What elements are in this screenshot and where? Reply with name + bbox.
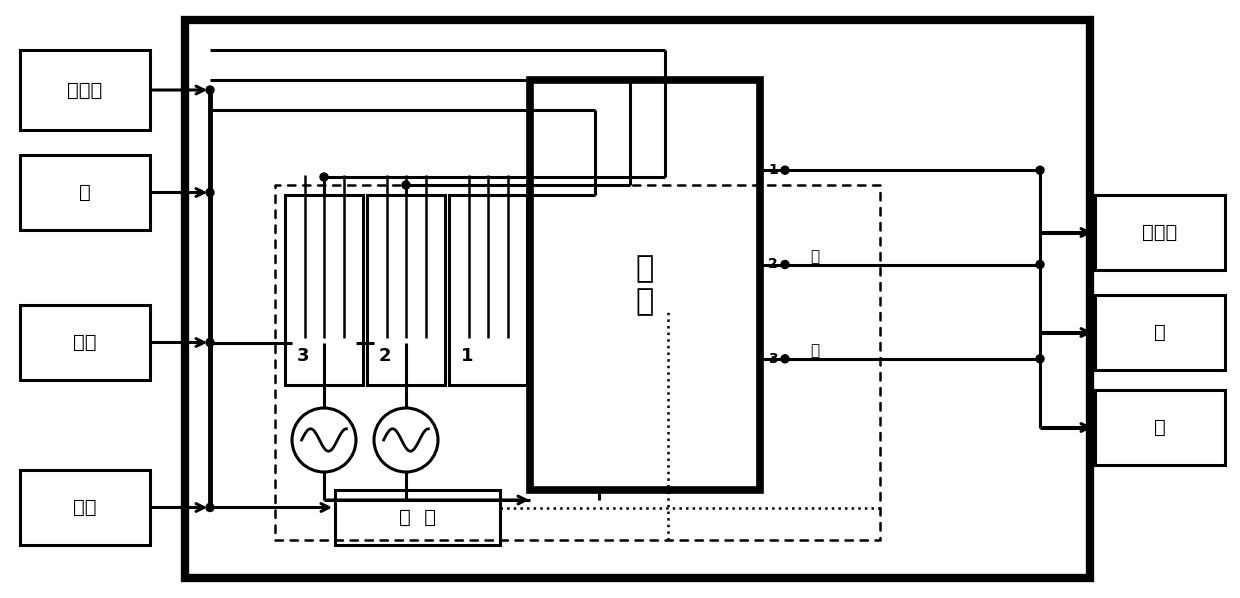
Text: 碱: 碱 xyxy=(811,343,820,358)
Text: 淡化水: 淡化水 xyxy=(1142,223,1178,242)
Circle shape xyxy=(402,181,410,189)
Circle shape xyxy=(781,261,789,269)
Bar xyxy=(367,195,445,385)
Circle shape xyxy=(781,166,789,174)
Bar xyxy=(185,20,1090,578)
Bar xyxy=(335,490,500,545)
Bar xyxy=(20,305,150,380)
Text: 酸: 酸 xyxy=(811,249,820,264)
Circle shape xyxy=(781,355,789,363)
Text: 1: 1 xyxy=(461,347,474,365)
Bar xyxy=(1095,195,1225,270)
Text: 2: 2 xyxy=(378,347,392,365)
Text: 1: 1 xyxy=(768,163,777,177)
Circle shape xyxy=(1035,261,1044,269)
Circle shape xyxy=(1035,355,1044,363)
Bar xyxy=(529,80,760,490)
Text: 3: 3 xyxy=(768,352,777,366)
Bar xyxy=(20,50,150,130)
Text: 2: 2 xyxy=(768,258,777,271)
Bar xyxy=(449,195,527,385)
Bar xyxy=(20,470,150,545)
Bar xyxy=(20,155,150,230)
Text: 碱: 碱 xyxy=(1154,418,1166,437)
Circle shape xyxy=(206,86,215,94)
Text: 盐溶液: 盐溶液 xyxy=(67,81,103,99)
Text: 3: 3 xyxy=(296,347,309,365)
Circle shape xyxy=(320,173,329,181)
Circle shape xyxy=(1035,166,1044,174)
Text: 电力: 电力 xyxy=(73,498,97,517)
Text: 酸: 酸 xyxy=(1154,323,1166,342)
Text: 膜
堆: 膜 堆 xyxy=(636,254,655,316)
Circle shape xyxy=(206,188,215,197)
Circle shape xyxy=(206,338,215,346)
Bar xyxy=(1095,390,1225,465)
Text: 水: 水 xyxy=(79,183,91,202)
Bar xyxy=(285,195,363,385)
Bar xyxy=(1095,295,1225,370)
Circle shape xyxy=(206,504,215,511)
Text: 冷却: 冷却 xyxy=(73,333,97,352)
Text: ～  ＝: ～ ＝ xyxy=(399,508,436,527)
